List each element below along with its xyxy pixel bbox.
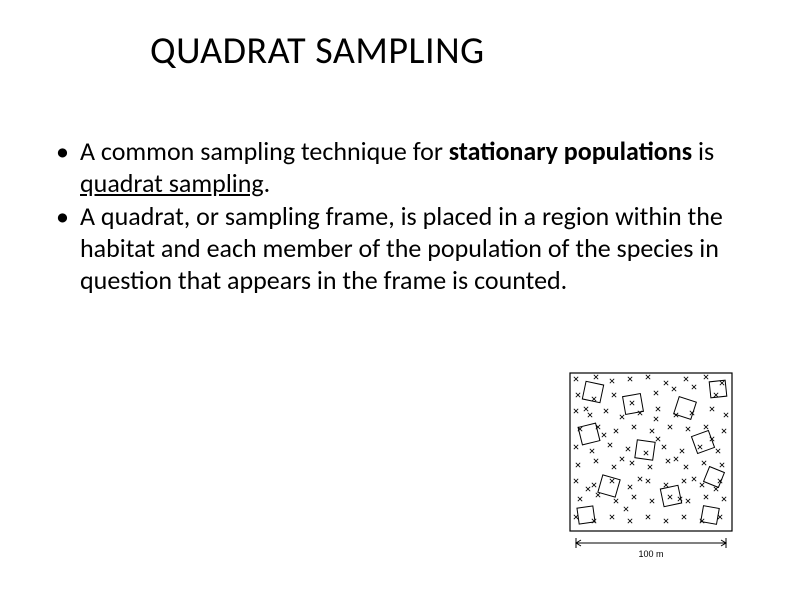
- slide-body: A common sampling technique for stationa…: [50, 136, 744, 297]
- bullet-2: A quadrat, or sampling frame, is placed …: [50, 201, 744, 296]
- bullet-1: A common sampling technique for stationa…: [50, 136, 744, 199]
- bullet-list: A common sampling technique for stationa…: [50, 136, 744, 297]
- svg-text:100 m: 100 m: [638, 549, 663, 559]
- bullet-1-mid: is: [692, 135, 714, 167]
- bullet-1-underline: quadrat sampling: [80, 167, 264, 199]
- quadrat-diagram-svg: 100 m: [566, 369, 736, 559]
- slide-title: QUADRAT SAMPLING: [150, 28, 744, 74]
- bullet-2-text: A quadrat, or sampling frame, is placed …: [80, 200, 723, 295]
- bullet-1-post: .: [264, 167, 271, 199]
- bullet-1-pre: A common sampling technique for: [80, 135, 449, 167]
- bullet-1-bold: stationary populations: [449, 135, 692, 167]
- quadrat-diagram: 100 m: [566, 369, 736, 559]
